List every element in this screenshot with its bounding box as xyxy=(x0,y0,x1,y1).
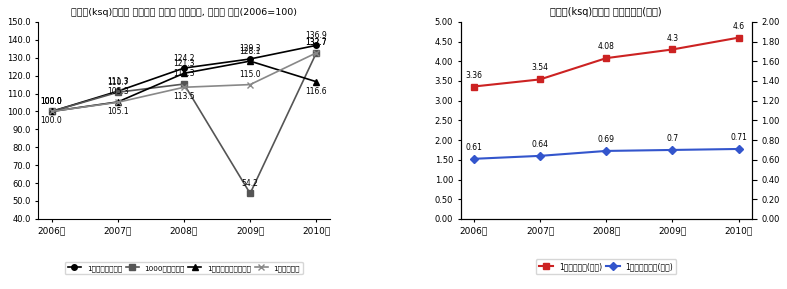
1인당매출액 xyxy=(47,110,57,113)
1인당부가가치(억원) xyxy=(667,148,677,152)
Text: 121.3: 121.3 xyxy=(173,59,194,68)
1인당매출액 xyxy=(179,86,189,89)
Text: 100.0: 100.0 xyxy=(41,116,62,125)
1000명당특허수 xyxy=(312,51,321,55)
Title: 코스닥(ksq)시장의 노동생산성(금액): 코스닥(ksq)시장의 노동생산성(금액) xyxy=(550,7,662,17)
1인당매출액 xyxy=(246,83,255,86)
Text: 115.3: 115.3 xyxy=(173,69,194,79)
Legend: 1인당매출액(억원), 1인당부가가치(억원): 1인당매출액(억원), 1인당부가가치(억원) xyxy=(536,259,677,274)
1인당부가가치(억원) xyxy=(733,147,743,151)
1인당매출액(억원) xyxy=(535,78,545,81)
1000명당특허수 xyxy=(113,90,123,94)
Text: 4.08: 4.08 xyxy=(598,42,615,51)
Title: 코스닥(ksq)시장의 연구개발 투입과 지식산출, 경제적 성과(2006=100): 코스닥(ksq)시장의 연구개발 투입과 지식산출, 경제적 성과(2006=1… xyxy=(71,8,297,17)
Line: 1000명당특허수: 1000명당특허수 xyxy=(49,50,319,196)
1000명당특허수 xyxy=(47,110,57,113)
Line: 1인당부가가치생산성: 1인당부가가치생산성 xyxy=(49,58,319,114)
1인당부가가치(억원) xyxy=(601,149,611,153)
1인당부가가치생산성 xyxy=(246,59,255,63)
1인당연구개발비 xyxy=(179,66,189,70)
Text: 105.1: 105.1 xyxy=(107,107,128,116)
1인당부가가치(억원) xyxy=(535,154,545,158)
Text: 113.5: 113.5 xyxy=(173,92,194,101)
Line: 1인당매출액: 1인당매출액 xyxy=(48,49,320,115)
Text: 132.7: 132.7 xyxy=(305,38,327,47)
Line: 1인당연구개발비: 1인당연구개발비 xyxy=(49,42,319,114)
1인당연구개발비 xyxy=(113,90,123,93)
1인당매출액(억원) xyxy=(469,85,478,88)
Line: 1인당매출액(억원): 1인당매출액(억원) xyxy=(471,34,742,90)
Text: 100.0: 100.0 xyxy=(41,97,62,106)
Text: 124.2: 124.2 xyxy=(173,53,194,62)
Text: 136.9: 136.9 xyxy=(305,31,327,40)
Text: 100.0: 100.0 xyxy=(41,97,62,106)
1인당매출액(억원) xyxy=(601,56,611,60)
1인당연구개발비 xyxy=(312,44,321,47)
Text: 0.61: 0.61 xyxy=(465,143,482,152)
1인당연구개발비 xyxy=(246,57,255,61)
Text: 129.3: 129.3 xyxy=(239,45,261,53)
Text: 0.69: 0.69 xyxy=(597,135,615,144)
1인당부가가치생산성 xyxy=(179,72,189,75)
Text: 115.0: 115.0 xyxy=(239,70,261,79)
1인당매출액 xyxy=(113,101,123,104)
1인당부가가치생산성 xyxy=(312,80,321,84)
Text: 128.1: 128.1 xyxy=(239,47,260,55)
1인당연구개발비 xyxy=(47,110,57,113)
Text: 110.7: 110.7 xyxy=(107,78,128,87)
1인당부가가치(억원) xyxy=(469,157,478,161)
Text: 0.64: 0.64 xyxy=(531,140,549,149)
1인당매출액(억원) xyxy=(733,36,743,39)
Text: 100.0: 100.0 xyxy=(41,97,62,106)
1인당부가가치생산성 xyxy=(113,100,123,104)
Text: 111.3: 111.3 xyxy=(107,77,128,86)
1000명당특허수 xyxy=(179,82,189,86)
Text: 0.7: 0.7 xyxy=(667,134,678,143)
Text: 3.36: 3.36 xyxy=(465,71,482,79)
Text: 4.3: 4.3 xyxy=(667,34,678,42)
Text: 54.2: 54.2 xyxy=(242,179,259,188)
Text: 132.7: 132.7 xyxy=(305,38,327,47)
Text: 4.6: 4.6 xyxy=(733,22,745,31)
Text: 105.3: 105.3 xyxy=(107,87,128,97)
1인당매출액 xyxy=(312,51,321,55)
Text: 116.6: 116.6 xyxy=(305,87,327,96)
Text: 3.54: 3.54 xyxy=(531,64,549,73)
Text: 0.71: 0.71 xyxy=(730,133,747,142)
Line: 1인당부가가치(억원): 1인당부가가치(억원) xyxy=(471,146,741,162)
1인당부가가치생산성 xyxy=(47,110,57,113)
1000명당특허수 xyxy=(246,192,255,195)
Legend: 1인당연구개발비, 1000명당특허수, 1인당부가가치생산성, 1인당매출액: 1인당연구개발비, 1000명당특허수, 1인당부가가치생산성, 1인당매출액 xyxy=(65,262,303,274)
1인당매출액(억원) xyxy=(667,48,677,51)
